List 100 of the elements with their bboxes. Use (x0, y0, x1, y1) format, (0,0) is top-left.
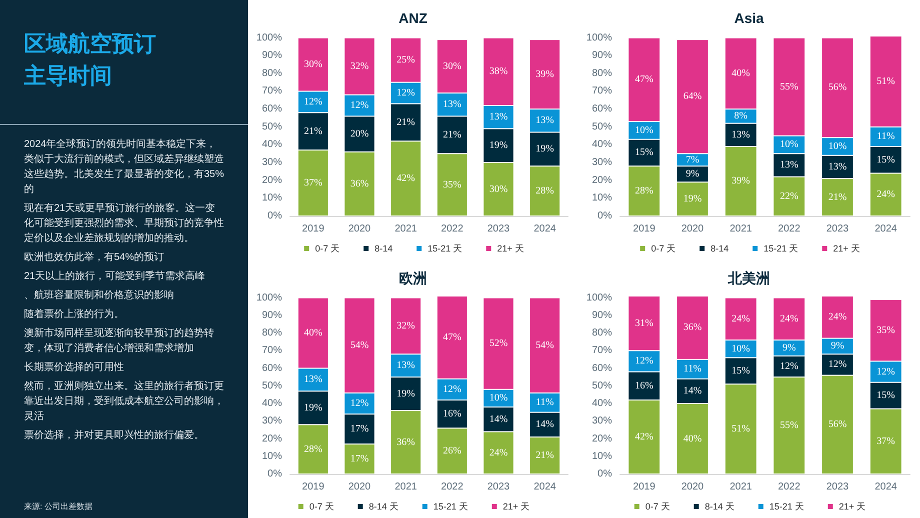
data-label: 37% (304, 178, 322, 189)
y-tick-label: 40% (592, 139, 612, 150)
text: 21天以上的旅行，可能受到季节需求高峰 (24, 270, 206, 284)
data-label: 9% (686, 168, 700, 180)
y-tick-label: 0% (268, 468, 282, 480)
y-tick-label: 50% (262, 121, 282, 132)
data-label: 12% (350, 100, 369, 112)
y-tick-label: 90% (262, 310, 282, 321)
data-label: 16% (634, 380, 654, 392)
data-label: 55% (780, 420, 798, 432)
data-label: 7% (686, 154, 700, 166)
x-tick-label: 2021 (394, 224, 418, 234)
y-tick-label: 30% (592, 157, 612, 168)
data-label: 10% (780, 139, 798, 150)
data-label: 12% (442, 384, 462, 395)
data-label: 52% (489, 338, 508, 350)
data-label: 10% (732, 343, 750, 354)
legend-label: 21+ 天 (833, 244, 860, 254)
text: 长期票价选择的可用性 (24, 360, 125, 375)
x-tick-label: 2020 (348, 482, 372, 492)
y-tick-label: 0% (268, 210, 282, 222)
legend-label: 21+ 天 (502, 502, 530, 512)
y-tick-label: 100% (256, 32, 282, 44)
text: 随着票价上涨的行为。 (24, 308, 125, 322)
y-tick-label: 100% (586, 32, 612, 44)
data-label: 12% (304, 96, 322, 108)
y-tick-label: 10% (592, 192, 612, 204)
y-tick-label: 50% (592, 121, 612, 132)
data-label: 39% (732, 176, 750, 187)
y-tick-label: 50% (262, 380, 282, 392)
x-tick-label: 2024 (874, 482, 898, 492)
legend-label: 15-21 天 (433, 502, 468, 512)
data-label: 15% (732, 365, 750, 376)
data-label: 9% (830, 340, 844, 352)
x-tick-label: 2023 (487, 482, 510, 492)
x-tick-label: 2019 (302, 482, 325, 492)
data-label: 19% (396, 388, 416, 400)
data-label: 21% (828, 192, 847, 203)
data-label: 47% (634, 74, 654, 86)
y-tick-label: 80% (262, 328, 282, 339)
y-tick-label: 20% (592, 174, 612, 186)
y-tick-label: 40% (262, 398, 282, 410)
y-tick-label: 20% (262, 174, 282, 186)
data-label: 17% (350, 454, 369, 465)
text: 、航班容量限制和价格意识的影响 (24, 288, 175, 303)
data-label: 13% (442, 99, 462, 110)
y-tick-label: 70% (262, 86, 282, 97)
y-tick-label: 80% (262, 68, 282, 79)
legend-label: 0-7 天 (315, 244, 340, 254)
legend-label: 0-7 天 (309, 502, 334, 512)
y-tick-label: 90% (592, 50, 612, 62)
y-tick-label: 80% (592, 328, 612, 339)
data-label: 40% (304, 328, 322, 339)
data-label: 42% (396, 173, 416, 184)
y-tick-label: 90% (592, 310, 612, 321)
data-label: 54% (536, 340, 554, 351)
data-label: 10% (828, 140, 847, 152)
data-label: 19% (536, 144, 554, 155)
chart-title: Asia (734, 10, 764, 26)
data-label: 25% (396, 54, 416, 66)
x-tick-label: 2019 (633, 224, 656, 234)
data-label: 24% (732, 313, 750, 324)
data-label: 38% (489, 66, 508, 78)
legend-label: 8-14 天 (704, 502, 734, 512)
data-label: 36% (350, 178, 369, 190)
y-tick-label: 60% (592, 104, 612, 115)
data-label: 14% (683, 386, 702, 397)
data-label: 35% (876, 324, 896, 336)
data-label: 64% (683, 91, 702, 102)
data-label: 13% (732, 129, 750, 140)
data-label: 13% (396, 360, 416, 372)
x-tick-label: 2022 (441, 482, 464, 492)
legend-label: 21+ 天 (838, 502, 866, 512)
data-label: 13% (780, 160, 798, 171)
x-tick-label: 2024 (534, 224, 556, 234)
legend-label: 0-7 天 (645, 502, 670, 512)
data-label: 12% (828, 359, 847, 370)
legend-label: 0-7 天 (651, 244, 676, 254)
y-tick-label: 30% (262, 416, 282, 427)
data-label: 15% (876, 154, 896, 166)
data-label: 15% (876, 390, 896, 402)
x-tick-label: 2022 (441, 224, 464, 234)
data-label: 40% (732, 68, 750, 79)
data-label: 54% (350, 340, 369, 351)
chart-title: 欧洲 (399, 270, 427, 286)
data-label: 21% (536, 450, 554, 461)
data-label: 19% (489, 140, 508, 152)
data-label: 24% (489, 447, 508, 458)
data-label: 32% (350, 60, 369, 72)
text: 区域航空预订主导时间 (24, 30, 157, 90)
text: 然而，亚洲则独立出来。这里的旅行者预订更靠近出发日期，受到低成本航空公司的影响，灵活 (24, 380, 224, 424)
data-label: 11% (684, 364, 702, 375)
x-tick-label: 2022 (778, 224, 801, 234)
data-label: 28% (304, 444, 322, 455)
x-tick-label: 2024 (534, 482, 556, 492)
chart-title: 北美洲 (727, 270, 770, 286)
y-tick-label: 90% (262, 50, 282, 62)
data-label: 12% (634, 356, 654, 367)
x-tick-label: 2021 (394, 482, 418, 492)
y-tick-label: 80% (592, 68, 612, 79)
